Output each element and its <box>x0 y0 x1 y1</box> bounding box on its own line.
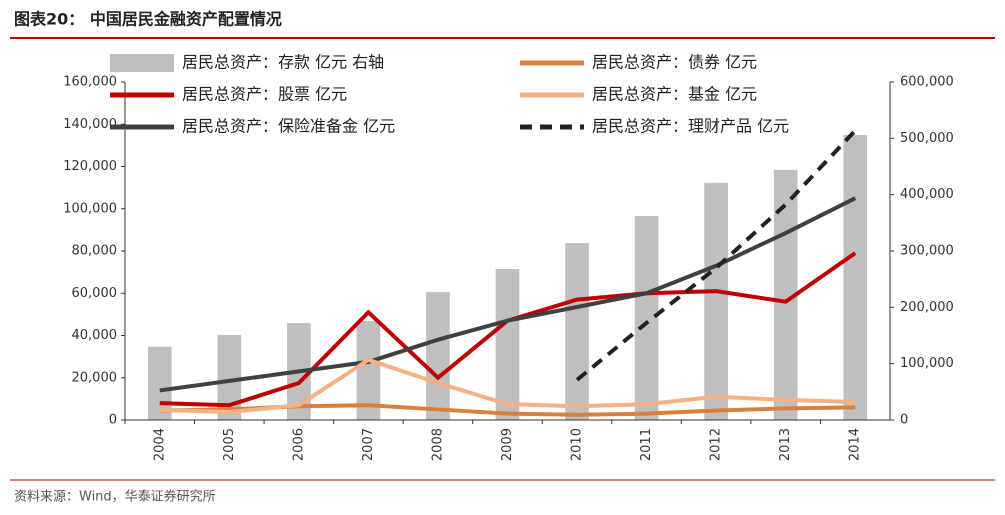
y-tick-label: 0 <box>109 413 117 428</box>
y2-tick-label: 400,000 <box>900 187 954 202</box>
y-tick-label: 140,000 <box>63 117 117 132</box>
y2-tick-label: 300,000 <box>900 244 954 259</box>
x-tick-label: 2012 <box>709 428 724 461</box>
legend-label: 居民总资产：保险准备金 亿元 <box>182 117 395 136</box>
bar <box>426 292 450 420</box>
x-tick-label: 2010 <box>570 428 585 461</box>
y2-tick-label: 200,000 <box>900 300 954 315</box>
y2-tick-label: 600,000 <box>900 75 954 90</box>
line <box>159 357 856 414</box>
bar <box>634 216 659 420</box>
bar <box>843 134 868 420</box>
x-tick-label: 2014 <box>848 428 863 461</box>
y-tick-label: 80,000 <box>72 244 118 259</box>
x-tick-label: 2008 <box>430 428 445 461</box>
y-tick-label: 60,000 <box>72 286 118 301</box>
x-tick-label: 2013 <box>778 428 793 461</box>
bar <box>217 334 242 420</box>
y-tick-label: 120,000 <box>63 159 117 174</box>
y-tick-label: 20,000 <box>72 370 118 385</box>
x-tick-label: 2009 <box>500 428 515 461</box>
y-tick-label: 40,000 <box>72 328 118 343</box>
legend-label: 居民总资产：理财产品 亿元 <box>592 117 789 136</box>
y-tick-label: 160,000 <box>63 75 117 90</box>
y2-tick-label: 100,000 <box>900 356 954 371</box>
y-tick-label: 100,000 <box>63 201 117 216</box>
bar <box>773 169 798 420</box>
legend-label: 居民总资产：基金 亿元 <box>592 85 757 104</box>
chart-title: 图表20： 中国居民金融资产配置情况 <box>14 10 282 29</box>
x-tick-label: 2011 <box>639 428 654 461</box>
bar <box>704 182 728 420</box>
legend-label: 居民总资产：债券 亿元 <box>592 53 757 72</box>
legend-label: 居民总资产：股票 亿元 <box>182 85 347 104</box>
y2-tick-label: 500,000 <box>900 131 954 146</box>
x-tick-label: 2007 <box>361 428 376 461</box>
legend-label: 居民总资产：存款 亿元 右轴 <box>182 53 384 72</box>
source: 资料来源：Wind，华泰证券研究所 <box>14 489 216 505</box>
bar <box>356 320 381 420</box>
bar <box>495 269 520 420</box>
x-tick-label: 2004 <box>152 428 167 461</box>
y2-tick-label: 0 <box>900 413 908 428</box>
x-tick-label: 2006 <box>291 428 306 461</box>
bar <box>565 243 589 420</box>
legend-swatch <box>110 54 174 72</box>
line <box>159 196 857 393</box>
x-tick-label: 2005 <box>222 428 237 461</box>
line <box>575 129 857 382</box>
